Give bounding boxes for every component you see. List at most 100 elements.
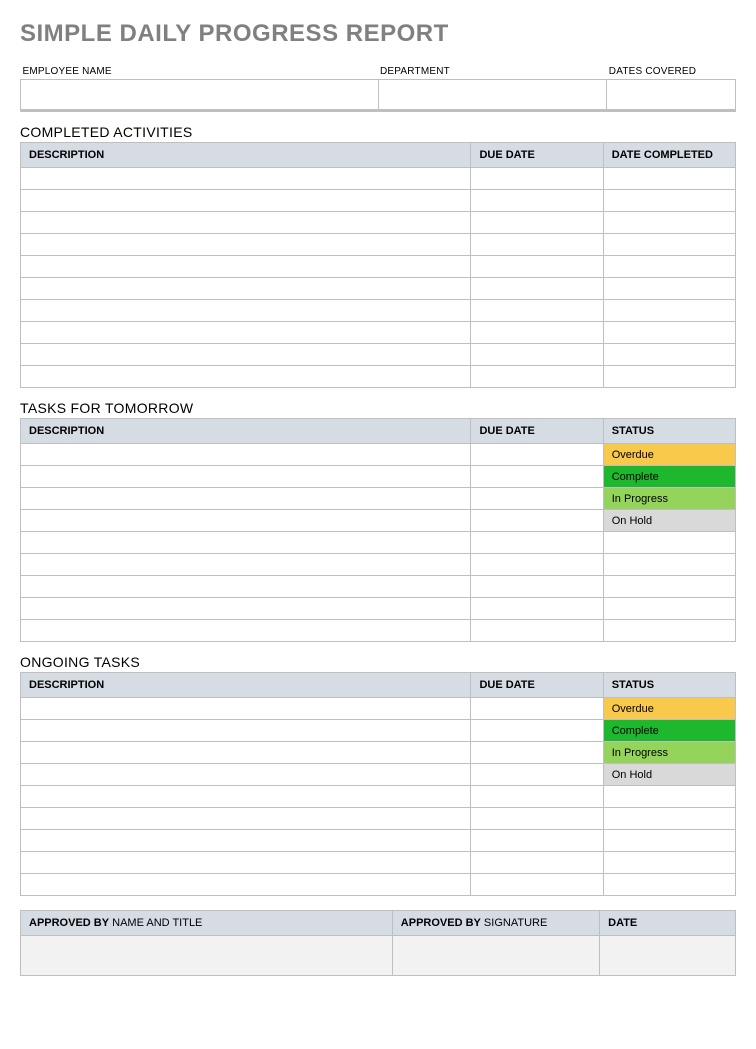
description-cell[interactable] [21, 852, 471, 874]
description-cell[interactable] [21, 786, 471, 808]
due-date-cell[interactable] [471, 598, 603, 620]
description-cell[interactable] [21, 300, 471, 322]
status-cell[interactable]: Complete [603, 466, 735, 488]
approval-col-name: APPROVED BY NAME AND TITLE [21, 911, 393, 936]
due-date-cell[interactable] [471, 532, 603, 554]
table-row [21, 366, 736, 388]
status-cell[interactable] [603, 620, 735, 642]
due-date-cell[interactable] [471, 256, 603, 278]
employee-name-cell[interactable] [21, 80, 379, 110]
due-date-cell[interactable] [471, 720, 603, 742]
description-cell[interactable] [21, 212, 471, 234]
status-cell[interactable] [603, 786, 735, 808]
due-date-cell[interactable] [471, 444, 603, 466]
due-date-cell[interactable] [471, 874, 603, 896]
description-cell[interactable] [21, 466, 471, 488]
due-date-cell[interactable] [471, 300, 603, 322]
description-cell[interactable] [21, 168, 471, 190]
approval-col-sig-bold: APPROVED BY [401, 917, 481, 929]
description-cell[interactable] [21, 698, 471, 720]
status-cell[interactable]: On Hold [603, 510, 735, 532]
status-cell[interactable]: Complete [603, 720, 735, 742]
description-cell[interactable] [21, 830, 471, 852]
status-cell[interactable] [603, 830, 735, 852]
status-cell[interactable] [603, 808, 735, 830]
status-cell[interactable]: On Hold [603, 764, 735, 786]
due-date-cell[interactable] [471, 190, 603, 212]
description-cell[interactable] [21, 510, 471, 532]
table-row [21, 874, 736, 896]
description-cell[interactable] [21, 598, 471, 620]
due-date-cell[interactable] [471, 786, 603, 808]
due-date-cell[interactable] [471, 366, 603, 388]
description-cell[interactable] [21, 532, 471, 554]
due-date-cell[interactable] [471, 554, 603, 576]
approval-name-cell[interactable] [21, 936, 393, 976]
due-date-cell[interactable] [471, 620, 603, 642]
description-cell[interactable] [21, 620, 471, 642]
description-cell[interactable] [21, 278, 471, 300]
status-cell[interactable] [603, 576, 735, 598]
page-title: SIMPLE DAILY PROGRESS REPORT [20, 20, 736, 48]
due-date-cell[interactable] [471, 488, 603, 510]
description-cell[interactable] [21, 808, 471, 830]
due-date-cell[interactable] [471, 168, 603, 190]
description-cell[interactable] [21, 444, 471, 466]
approval-signature-cell[interactable] [392, 936, 599, 976]
due-date-cell[interactable] [471, 344, 603, 366]
date-completed-cell[interactable] [603, 190, 735, 212]
status-cell[interactable] [603, 598, 735, 620]
description-cell[interactable] [21, 488, 471, 510]
status-cell[interactable]: Overdue [603, 444, 735, 466]
due-date-cell[interactable] [471, 852, 603, 874]
date-completed-cell[interactable] [603, 366, 735, 388]
due-date-cell[interactable] [471, 742, 603, 764]
date-completed-cell[interactable] [603, 322, 735, 344]
status-cell[interactable] [603, 554, 735, 576]
date-completed-cell[interactable] [603, 300, 735, 322]
date-completed-cell[interactable] [603, 212, 735, 234]
due-date-cell[interactable] [471, 212, 603, 234]
due-date-cell[interactable] [471, 764, 603, 786]
description-cell[interactable] [21, 366, 471, 388]
status-cell[interactable]: Overdue [603, 698, 735, 720]
description-cell[interactable] [21, 554, 471, 576]
due-date-cell[interactable] [471, 278, 603, 300]
approval-col-sig-rest: SIGNATURE [481, 917, 547, 929]
description-cell[interactable] [21, 720, 471, 742]
description-cell[interactable] [21, 234, 471, 256]
description-cell[interactable] [21, 190, 471, 212]
status-cell[interactable] [603, 874, 735, 896]
status-cell[interactable] [603, 532, 735, 554]
due-date-cell[interactable] [471, 322, 603, 344]
date-completed-cell[interactable] [603, 344, 735, 366]
approval-table: APPROVED BY NAME AND TITLE APPROVED BY S… [20, 910, 736, 976]
date-completed-cell[interactable] [603, 256, 735, 278]
approval-date-cell[interactable] [600, 936, 736, 976]
status-cell[interactable] [603, 852, 735, 874]
status-cell[interactable]: In Progress [603, 488, 735, 510]
description-cell[interactable] [21, 344, 471, 366]
due-date-cell[interactable] [471, 698, 603, 720]
due-date-cell[interactable] [471, 830, 603, 852]
info-divider [20, 110, 736, 112]
department-cell[interactable] [378, 80, 607, 110]
description-cell[interactable] [21, 874, 471, 896]
date-completed-cell[interactable] [603, 168, 735, 190]
due-date-cell[interactable] [471, 576, 603, 598]
tomorrow-col-due: DUE DATE [471, 419, 603, 444]
approval-col-signature: APPROVED BY SIGNATURE [392, 911, 599, 936]
due-date-cell[interactable] [471, 510, 603, 532]
status-cell[interactable]: In Progress [603, 742, 735, 764]
due-date-cell[interactable] [471, 466, 603, 488]
description-cell[interactable] [21, 764, 471, 786]
date-completed-cell[interactable] [603, 278, 735, 300]
description-cell[interactable] [21, 742, 471, 764]
date-completed-cell[interactable] [603, 234, 735, 256]
description-cell[interactable] [21, 322, 471, 344]
due-date-cell[interactable] [471, 808, 603, 830]
dates-covered-cell[interactable] [607, 80, 736, 110]
description-cell[interactable] [21, 576, 471, 598]
description-cell[interactable] [21, 256, 471, 278]
due-date-cell[interactable] [471, 234, 603, 256]
